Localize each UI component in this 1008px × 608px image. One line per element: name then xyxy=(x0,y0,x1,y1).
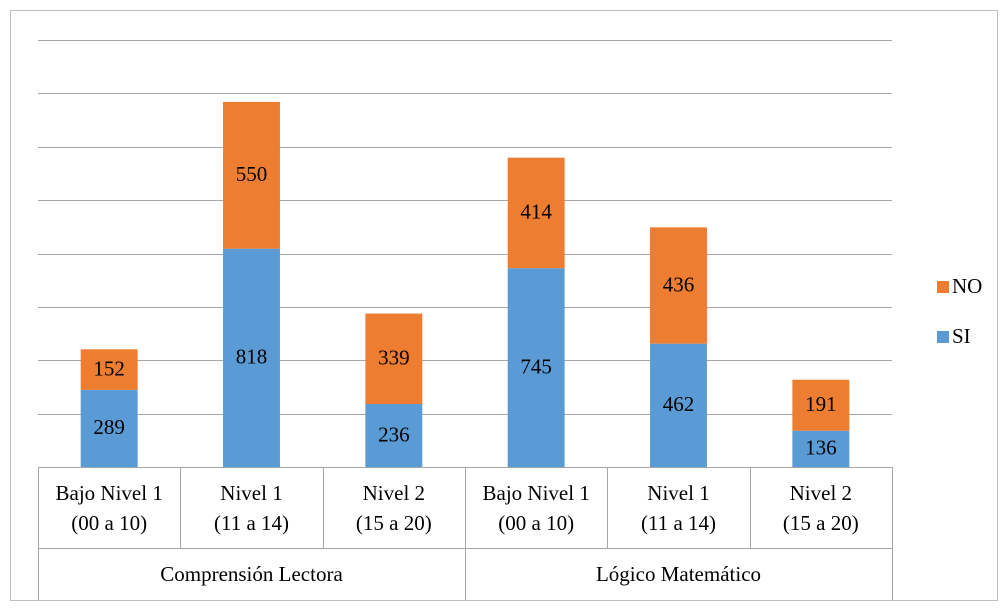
bars: 289 152 818 550 236 339 745 414 462 436 136 191 xyxy=(80,101,850,467)
bar-si xyxy=(792,430,850,467)
category-range-label: (11 a 14) xyxy=(214,511,289,535)
gridlines xyxy=(38,40,892,415)
legend-label-si: SI xyxy=(952,324,971,348)
bar-si xyxy=(650,343,707,467)
category-range-label: (11 a 14) xyxy=(641,511,716,535)
data-label-si: 745 xyxy=(520,354,552,378)
bar-no xyxy=(80,349,138,390)
data-label-si: 289 xyxy=(93,415,125,439)
bar-si xyxy=(80,389,138,467)
bar-si xyxy=(365,404,423,467)
bar-no xyxy=(507,157,565,269)
data-label-si: 236 xyxy=(378,422,410,446)
legend-label-no: NO xyxy=(952,274,982,298)
data-label-no: 191 xyxy=(805,392,837,416)
data-label-si: 136 xyxy=(805,436,837,460)
bar-no xyxy=(792,379,850,431)
group-label: Lógico Matemático xyxy=(596,562,761,586)
category-range-label: (00 a 10) xyxy=(498,511,574,535)
data-label-si: 818 xyxy=(236,345,268,369)
category-label: Bajo Nivel 1 xyxy=(483,481,590,505)
data-label-si: 462 xyxy=(663,392,695,416)
category-range-label: (15 a 20) xyxy=(356,511,432,535)
category-label: Nivel 2 xyxy=(363,481,425,505)
data-label-no: 550 xyxy=(236,162,268,186)
chart-frame xyxy=(10,10,998,601)
data-label-no: 339 xyxy=(378,346,410,370)
legend: NO SI xyxy=(937,274,982,348)
category-axis: Bajo Nivel 1 (00 a 10) Nivel 1 (11 a 14) Niv… xyxy=(38,467,893,600)
category-range-label: (00 a 10) xyxy=(71,511,147,535)
legend-swatch-si xyxy=(937,331,949,343)
legend-swatch-no xyxy=(937,281,949,293)
category-label: Bajo Nivel 1 xyxy=(56,481,163,505)
bar-si xyxy=(507,268,565,467)
bar-si xyxy=(223,248,280,467)
data-label-no: 414 xyxy=(520,200,552,224)
category-label: Nivel 2 xyxy=(790,481,852,505)
group-label: Comprensión Lectora xyxy=(160,562,343,586)
bar-no xyxy=(223,101,280,249)
category-range-label: (15 a 20) xyxy=(783,511,859,535)
data-label-no: 436 xyxy=(663,272,695,296)
bar-no xyxy=(365,313,423,405)
category-label: Nivel 1 xyxy=(220,481,282,505)
data-label-no: 152 xyxy=(93,356,125,380)
category-label: Nivel 1 xyxy=(647,481,709,505)
bar-no xyxy=(650,227,707,344)
